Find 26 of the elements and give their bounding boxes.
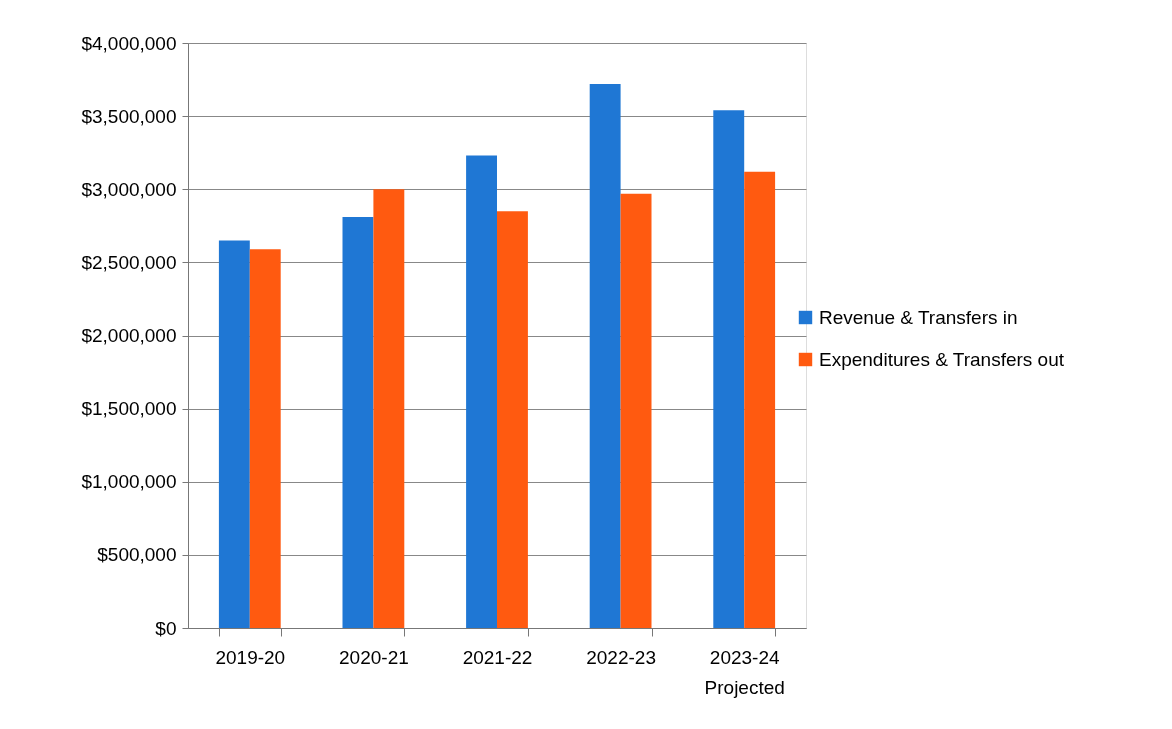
- bar: [744, 171, 776, 628]
- bar: [620, 193, 652, 628]
- x-tick-label: 2023-24 Projected: [704, 646, 785, 698]
- bar: [466, 155, 497, 628]
- bar: [249, 249, 281, 628]
- y-tick-label: $0: [155, 617, 177, 639]
- x-tick-label: 2019-20: [215, 646, 286, 668]
- y-tick-label: $1,500,000: [81, 398, 177, 420]
- bar: [218, 240, 250, 628]
- x-tick-label: 2020-21: [339, 646, 409, 668]
- bar: [342, 217, 374, 628]
- y-tick-label: $3,000,000: [81, 178, 177, 200]
- bar: [713, 110, 745, 628]
- bar: [497, 211, 528, 628]
- y-tick-label: $2,500,000: [81, 251, 177, 273]
- y-tick-label: $2,000,000: [81, 325, 177, 346]
- bar: [373, 189, 405, 628]
- y-tick-label: $3,500,000: [81, 105, 177, 127]
- x-tick-label: 2022-23: [586, 646, 656, 668]
- x-tick-label: 2021-22: [462, 646, 533, 668]
- bar: [589, 83, 621, 628]
- y-tick-label: $500,000: [97, 544, 177, 566]
- legend-label: Revenue & Transfers in: [819, 306, 1018, 328]
- legend-label: Expenditures & Transfers out: [819, 348, 1065, 370]
- y-tick-label: $4,000,000: [81, 32, 177, 54]
- y-tick-label: $1,000,000: [81, 471, 177, 493]
